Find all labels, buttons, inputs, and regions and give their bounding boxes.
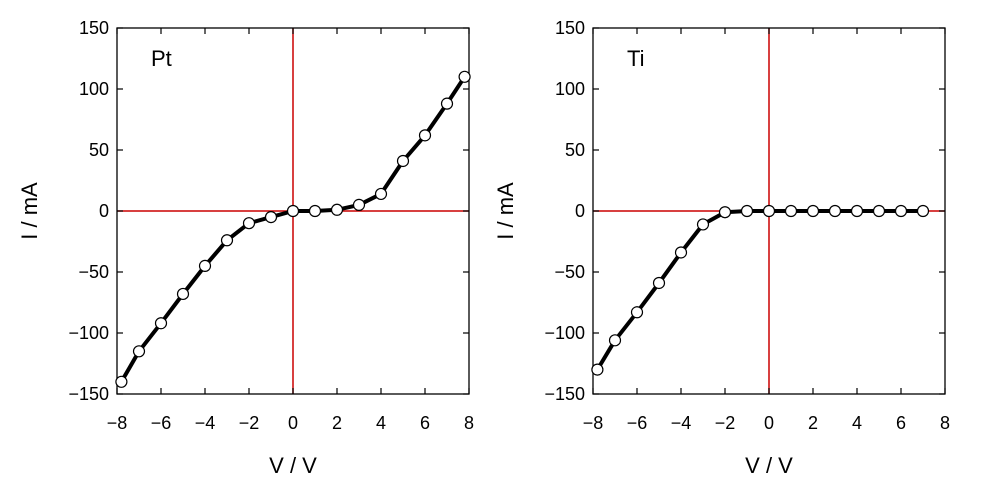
data-point xyxy=(630,306,644,319)
x-tick-label: −8 xyxy=(107,413,128,433)
y-tick-label: −150 xyxy=(68,384,109,404)
x-tick-label: 4 xyxy=(852,413,862,433)
x-tick-label: 0 xyxy=(288,413,298,433)
data-point xyxy=(308,204,322,218)
data-point xyxy=(396,154,410,168)
x-tick-label: 8 xyxy=(464,413,474,433)
x-axis-title: V / V xyxy=(269,453,317,478)
x-tick-label: 2 xyxy=(332,413,342,433)
y-tick-label: −100 xyxy=(68,323,109,343)
data-point xyxy=(894,204,908,218)
y-axis-title: I / mA xyxy=(17,182,42,240)
data-point xyxy=(591,363,604,376)
y-axis-title: I / mA xyxy=(493,182,518,240)
x-tick-label: 6 xyxy=(896,413,906,433)
data-point xyxy=(352,198,366,211)
y-tick-label: 150 xyxy=(79,18,109,38)
data-point xyxy=(696,218,710,231)
data-point xyxy=(154,317,168,330)
x-tick-label: 8 xyxy=(940,413,950,433)
x-tick-label: 6 xyxy=(420,413,430,433)
data-point xyxy=(458,70,471,83)
data-point xyxy=(850,204,864,218)
data-point xyxy=(828,204,842,218)
data-point xyxy=(784,204,798,218)
y-tick-label: −100 xyxy=(544,323,585,343)
y-tick-label: 100 xyxy=(79,79,109,99)
y-tick-label: 100 xyxy=(555,79,585,99)
data-point xyxy=(220,234,234,247)
chart-panel-ti: −8 −6 −4 −2 0 2 4 6 8 150 100 50 0 −50 −100 −150 V / V I … xyxy=(493,18,950,478)
y-tick-label: 150 xyxy=(555,18,585,38)
data-point xyxy=(740,204,754,218)
x-tick-label: −4 xyxy=(671,413,692,433)
data-point xyxy=(115,375,128,388)
y-tick-label: −150 xyxy=(544,384,585,404)
x-tick-label: −4 xyxy=(195,413,216,433)
panel-label: Ti xyxy=(627,46,645,71)
y-tick-label: 50 xyxy=(565,140,585,160)
data-point xyxy=(176,287,190,301)
panel-label: Pt xyxy=(151,46,172,71)
data-point xyxy=(132,345,146,358)
x-tick-label: −2 xyxy=(239,413,260,433)
data-point xyxy=(198,259,212,272)
data-point xyxy=(718,206,732,219)
series-line xyxy=(595,209,925,372)
x-tick-label: −6 xyxy=(151,413,172,433)
data-point xyxy=(674,246,688,259)
data-point xyxy=(286,204,300,218)
y-tick-label: −50 xyxy=(78,262,109,282)
data-point xyxy=(806,204,820,218)
data-point xyxy=(264,211,278,224)
x-tick-label: 2 xyxy=(808,413,818,433)
data-point xyxy=(916,204,930,218)
x-tick-label: −8 xyxy=(583,413,604,433)
data-point xyxy=(374,187,388,201)
y-tick-label: −50 xyxy=(554,262,585,282)
data-point xyxy=(418,129,432,142)
y-tick-label: 0 xyxy=(99,201,109,221)
x-tick-label: −6 xyxy=(627,413,648,433)
data-point xyxy=(330,203,344,216)
y-tick-label: 0 xyxy=(575,201,585,221)
chart-panel-pt: −8 −6 −4 −2 0 2 4 6 8 150 100 50 0 −50 −100 −150 V / V I … xyxy=(17,18,474,478)
y-tick-label: 50 xyxy=(89,140,109,160)
x-tick-label: 4 xyxy=(376,413,386,433)
x-axis-title: V / V xyxy=(745,453,793,478)
data-point xyxy=(440,97,454,110)
data-point xyxy=(608,334,622,347)
data-point xyxy=(872,204,886,218)
x-tick-label: −2 xyxy=(715,413,736,433)
data-point xyxy=(762,204,776,218)
x-tick-label: 0 xyxy=(764,413,774,433)
data-point xyxy=(652,276,666,290)
data-point xyxy=(242,217,256,230)
